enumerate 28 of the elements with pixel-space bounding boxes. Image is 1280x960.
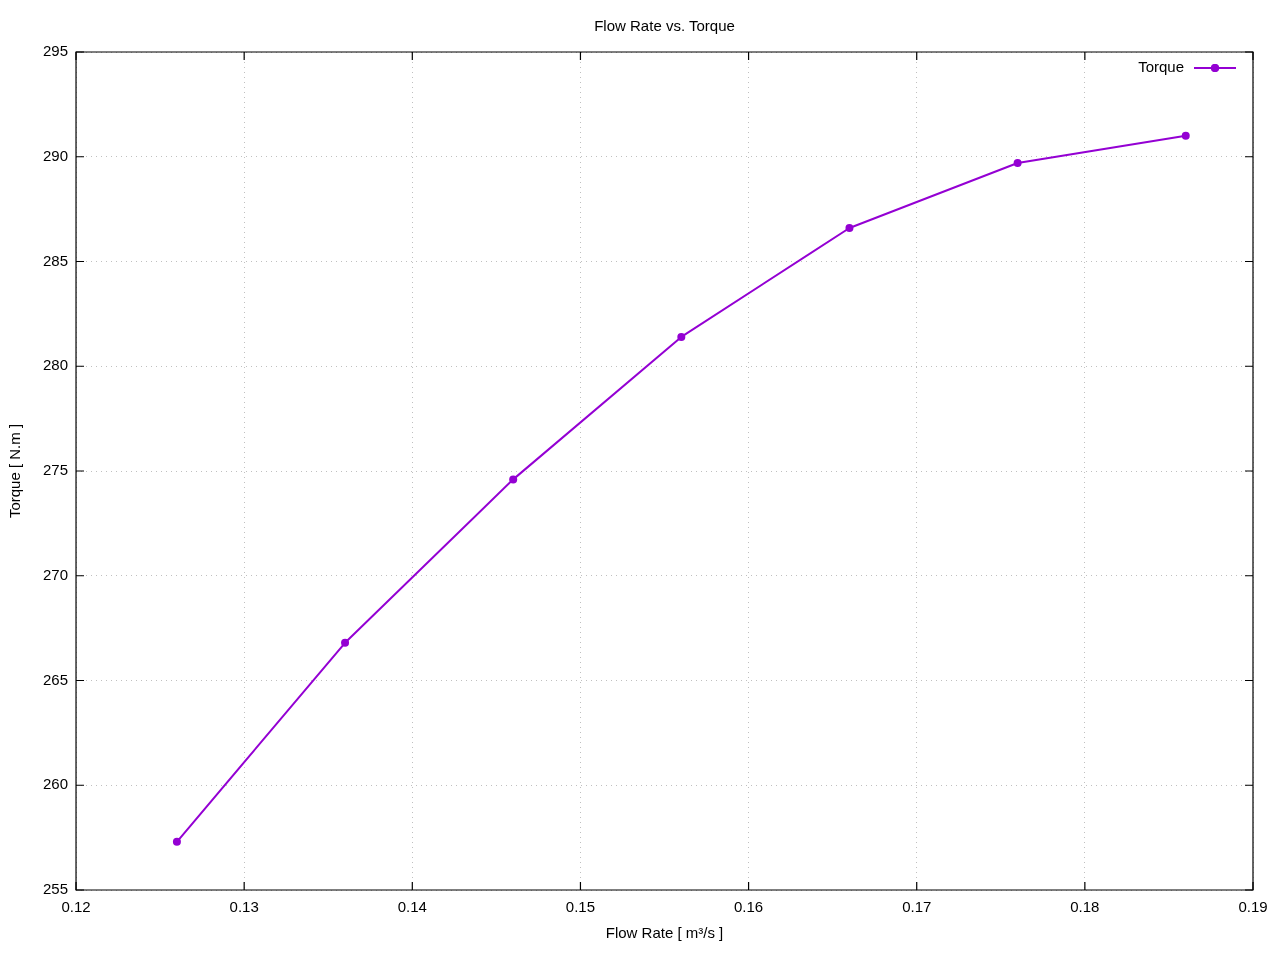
y-tick-label: 285 — [43, 251, 69, 269]
y-tick-label: 290 — [43, 146, 69, 164]
point — [845, 223, 854, 232]
y-tick-label: 275 — [43, 461, 69, 479]
y-tick-label: 295 — [43, 42, 69, 60]
point — [677, 332, 686, 341]
y-tick-label: 260 — [43, 775, 69, 793]
y-tick-label: 255 — [43, 880, 69, 898]
x-tick-label: 0.12 — [61, 898, 91, 916]
point — [341, 638, 350, 647]
x-tick-label: 0.13 — [229, 898, 259, 916]
x-axis-title: Flow Rate [ m³/s ] — [605, 924, 724, 942]
chart-title: Flow Rate vs. Torque — [594, 17, 735, 35]
x-tick-label: 0.14 — [397, 898, 427, 916]
y-axis-title: Torque [ N.m ] — [6, 423, 24, 519]
x-tick-label: 0.19 — [1238, 898, 1268, 916]
y-tick-label: 280 — [43, 356, 69, 374]
point — [172, 837, 181, 846]
legend-label: Torque — [1138, 58, 1184, 76]
point — [1181, 131, 1190, 140]
x-tick-label: 0.15 — [565, 898, 596, 916]
x-tick-label: 0.17 — [902, 898, 932, 916]
y-tick-label: 265 — [43, 670, 69, 688]
x-tick-label: 0.18 — [1070, 898, 1100, 916]
x-tick-label: 0.16 — [733, 898, 764, 916]
point — [1013, 159, 1022, 168]
y-tick-label: 270 — [43, 565, 69, 583]
point — [509, 475, 518, 484]
